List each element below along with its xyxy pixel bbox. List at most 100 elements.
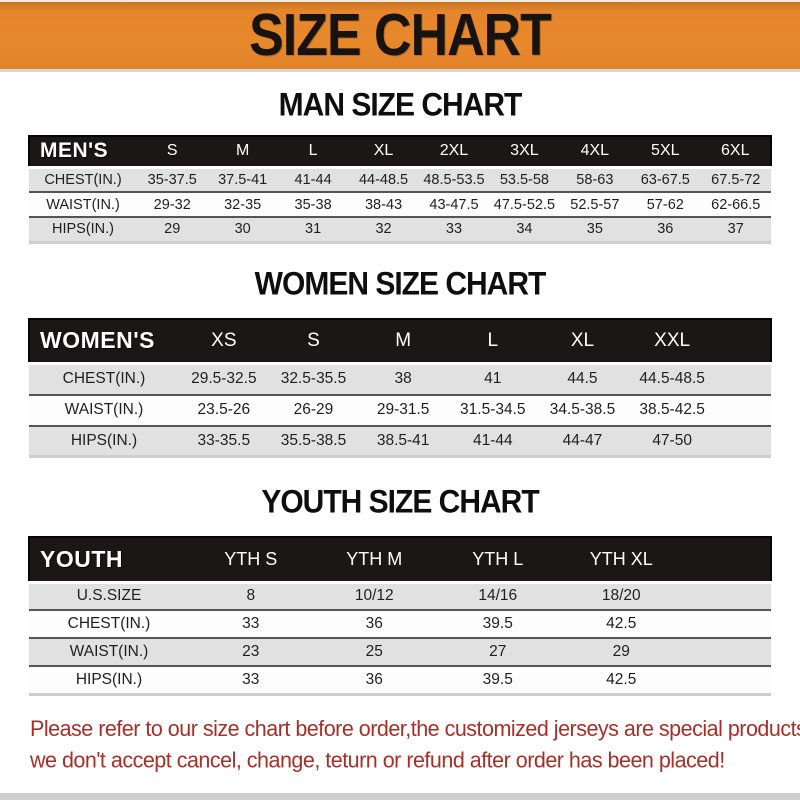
value-cell: 10/12 — [312, 582, 436, 610]
table-row: WAIST(IN.) 29-32 32-35 35-38 38-43 43-47.5 47.… — [29, 191, 771, 217]
table-header-row: WOMEN'S XS S M L XL XXL — [29, 318, 771, 364]
value-cell: 33-35.5 — [179, 424, 269, 458]
value-cell: 25 — [312, 637, 436, 666]
value-cell: 33 — [189, 609, 313, 638]
column-header: M — [395, 329, 412, 351]
value-cell: 44.5 — [537, 363, 628, 395]
value-cell: 35.5-38.5 — [268, 424, 359, 458]
column-header: YTH L — [472, 548, 524, 569]
blank-cell — [683, 582, 771, 610]
value-cell: 63-67.5 — [630, 167, 701, 192]
table-header-row: MEN'S S M L XL 2XL 3XL 4XL 5XL 6XL — [29, 136, 771, 167]
value-cell: 43-47.5 — [418, 191, 490, 217]
table-header-label: WOMEN'S — [40, 327, 156, 354]
row-label: U.S.SIZE — [29, 582, 189, 610]
value-cell: 35-37.5 — [137, 167, 208, 192]
row-label: CHEST(IN.) — [29, 609, 189, 638]
value-cell: 29.5-32.5 — [179, 363, 269, 395]
value-cell: 30 — [207, 216, 278, 244]
table-row: HIPS(IN.) 29 30 31 32 33 34 35 36 37 — [29, 216, 771, 244]
blank-header-cell — [683, 537, 771, 582]
value-cell: 31 — [277, 216, 349, 244]
value-cell: 34.5-38.5 — [537, 393, 628, 426]
blank-cell — [717, 363, 771, 395]
blank-cell — [683, 637, 771, 666]
value-cell: 32 — [348, 216, 419, 244]
section-youth: YOUTH SIZE CHART YOUTH YTH S YTH M YTH L YTH… — [0, 484, 800, 696]
bottom-strip — [0, 793, 800, 800]
value-cell: 41-44 — [277, 167, 349, 192]
value-cell: 38 — [358, 363, 448, 395]
value-cell: 34 — [489, 216, 560, 244]
women-size-table: WOMEN'S XS S M L XL XXL CHEST(IN.) 29.5-32.5 32.5… — [28, 318, 772, 458]
value-cell: 37.5-41 — [207, 167, 278, 192]
banner-title: SIZE CHART — [249, 2, 552, 69]
value-cell: 27 — [436, 637, 560, 666]
value-cell: 29-32 — [137, 191, 208, 217]
column-header: L — [487, 329, 499, 351]
column-header: 4XL — [580, 142, 610, 160]
value-cell: 47.5-52.5 — [489, 191, 560, 217]
youth-size-table: YOUTH YTH S YTH M YTH L YTH XL U.S.SIZE 8 10/12… — [28, 536, 772, 696]
value-cell: 8 — [189, 582, 313, 610]
value-cell: 62-66.5 — [700, 191, 771, 217]
value-cell: 33 — [418, 216, 490, 244]
column-header: S — [166, 142, 178, 160]
value-cell: 42.5 — [559, 609, 683, 638]
table-row: CHEST(IN.) 33 36 39.5 42.5 — [29, 609, 771, 638]
value-cell: 39.5 — [436, 609, 560, 638]
value-cell: 38.5-41 — [358, 424, 448, 458]
column-header: YTH S — [224, 548, 278, 569]
value-cell: 26-29 — [268, 393, 359, 426]
value-cell: 57-62 — [630, 191, 701, 217]
column-header: L — [308, 142, 318, 160]
blank-cell — [683, 609, 771, 638]
value-cell: 44-48.5 — [348, 167, 419, 192]
column-header: XL — [373, 142, 394, 160]
column-header: YTH XL — [589, 548, 653, 569]
value-cell: 29 — [137, 216, 208, 244]
table-row: CHEST(IN.) 29.5-32.5 32.5-35.5 38 41 44.5 44.5… — [29, 363, 771, 395]
table-row: HIPS(IN.) 33-35.5 35.5-38.5 38.5-41 41-44 44-… — [29, 424, 771, 458]
banner: SIZE CHART — [0, 0, 800, 72]
section-women: WOMEN SIZE CHART WOMEN'S XS S M L XL XXL CHEST(… — [0, 266, 800, 458]
table-header-label: YOUTH — [40, 545, 123, 572]
value-cell: 36 — [630, 216, 701, 244]
value-cell: 32-35 — [207, 191, 278, 217]
youth-section-heading: YOUTH SIZE CHART — [261, 484, 539, 521]
row-label: CHEST(IN.) — [29, 167, 137, 192]
value-cell: 36 — [312, 609, 436, 638]
value-cell: 44-47 — [537, 424, 628, 458]
value-cell: 52.5-57 — [559, 191, 631, 217]
row-label: HIPS(IN.) — [29, 424, 179, 458]
women-section-heading: WOMEN SIZE CHART — [254, 266, 547, 302]
row-label: WAIST(IN.) — [29, 191, 137, 217]
column-header: 6XL — [721, 142, 750, 160]
table-header-row: YOUTH YTH S YTH M YTH L YTH XL — [29, 537, 771, 582]
value-cell: 36 — [312, 665, 436, 696]
value-cell: 37 — [700, 216, 771, 244]
disclaimer-line-2: we don't accept cancel, change, teturn o… — [30, 747, 725, 773]
value-cell: 58-63 — [559, 167, 631, 192]
value-cell: 29-31.5 — [358, 393, 448, 426]
value-cell: 31.5-34.5 — [447, 393, 538, 426]
column-header: 5XL — [651, 142, 680, 160]
column-header: XS — [211, 329, 237, 351]
men-size-table: MEN'S S M L XL 2XL 3XL 4XL 5XL 6XL CHEST(IN.) 35-37… — [28, 135, 772, 244]
value-cell: 41 — [447, 363, 538, 395]
column-header: 3XL — [510, 142, 539, 160]
blank-header-cell — [717, 319, 771, 364]
column-header: XL — [570, 329, 595, 351]
column-header: YTH M — [346, 548, 403, 569]
table-row: U.S.SIZE 8 10/12 14/16 18/20 — [29, 582, 771, 610]
row-label: WAIST(IN.) — [29, 393, 179, 426]
value-cell: 42.5 — [559, 665, 683, 696]
table-row: WAIST(IN.) 23.5-26 26-29 29-31.5 31.5-34.5 34… — [29, 393, 771, 426]
row-label: HIPS(IN.) — [29, 665, 189, 696]
value-cell: 33 — [189, 665, 313, 696]
value-cell: 35-38 — [277, 191, 349, 217]
column-header: XXL — [654, 329, 691, 351]
men-section-heading: MAN SIZE CHART — [278, 87, 523, 124]
column-header: M — [235, 142, 250, 160]
